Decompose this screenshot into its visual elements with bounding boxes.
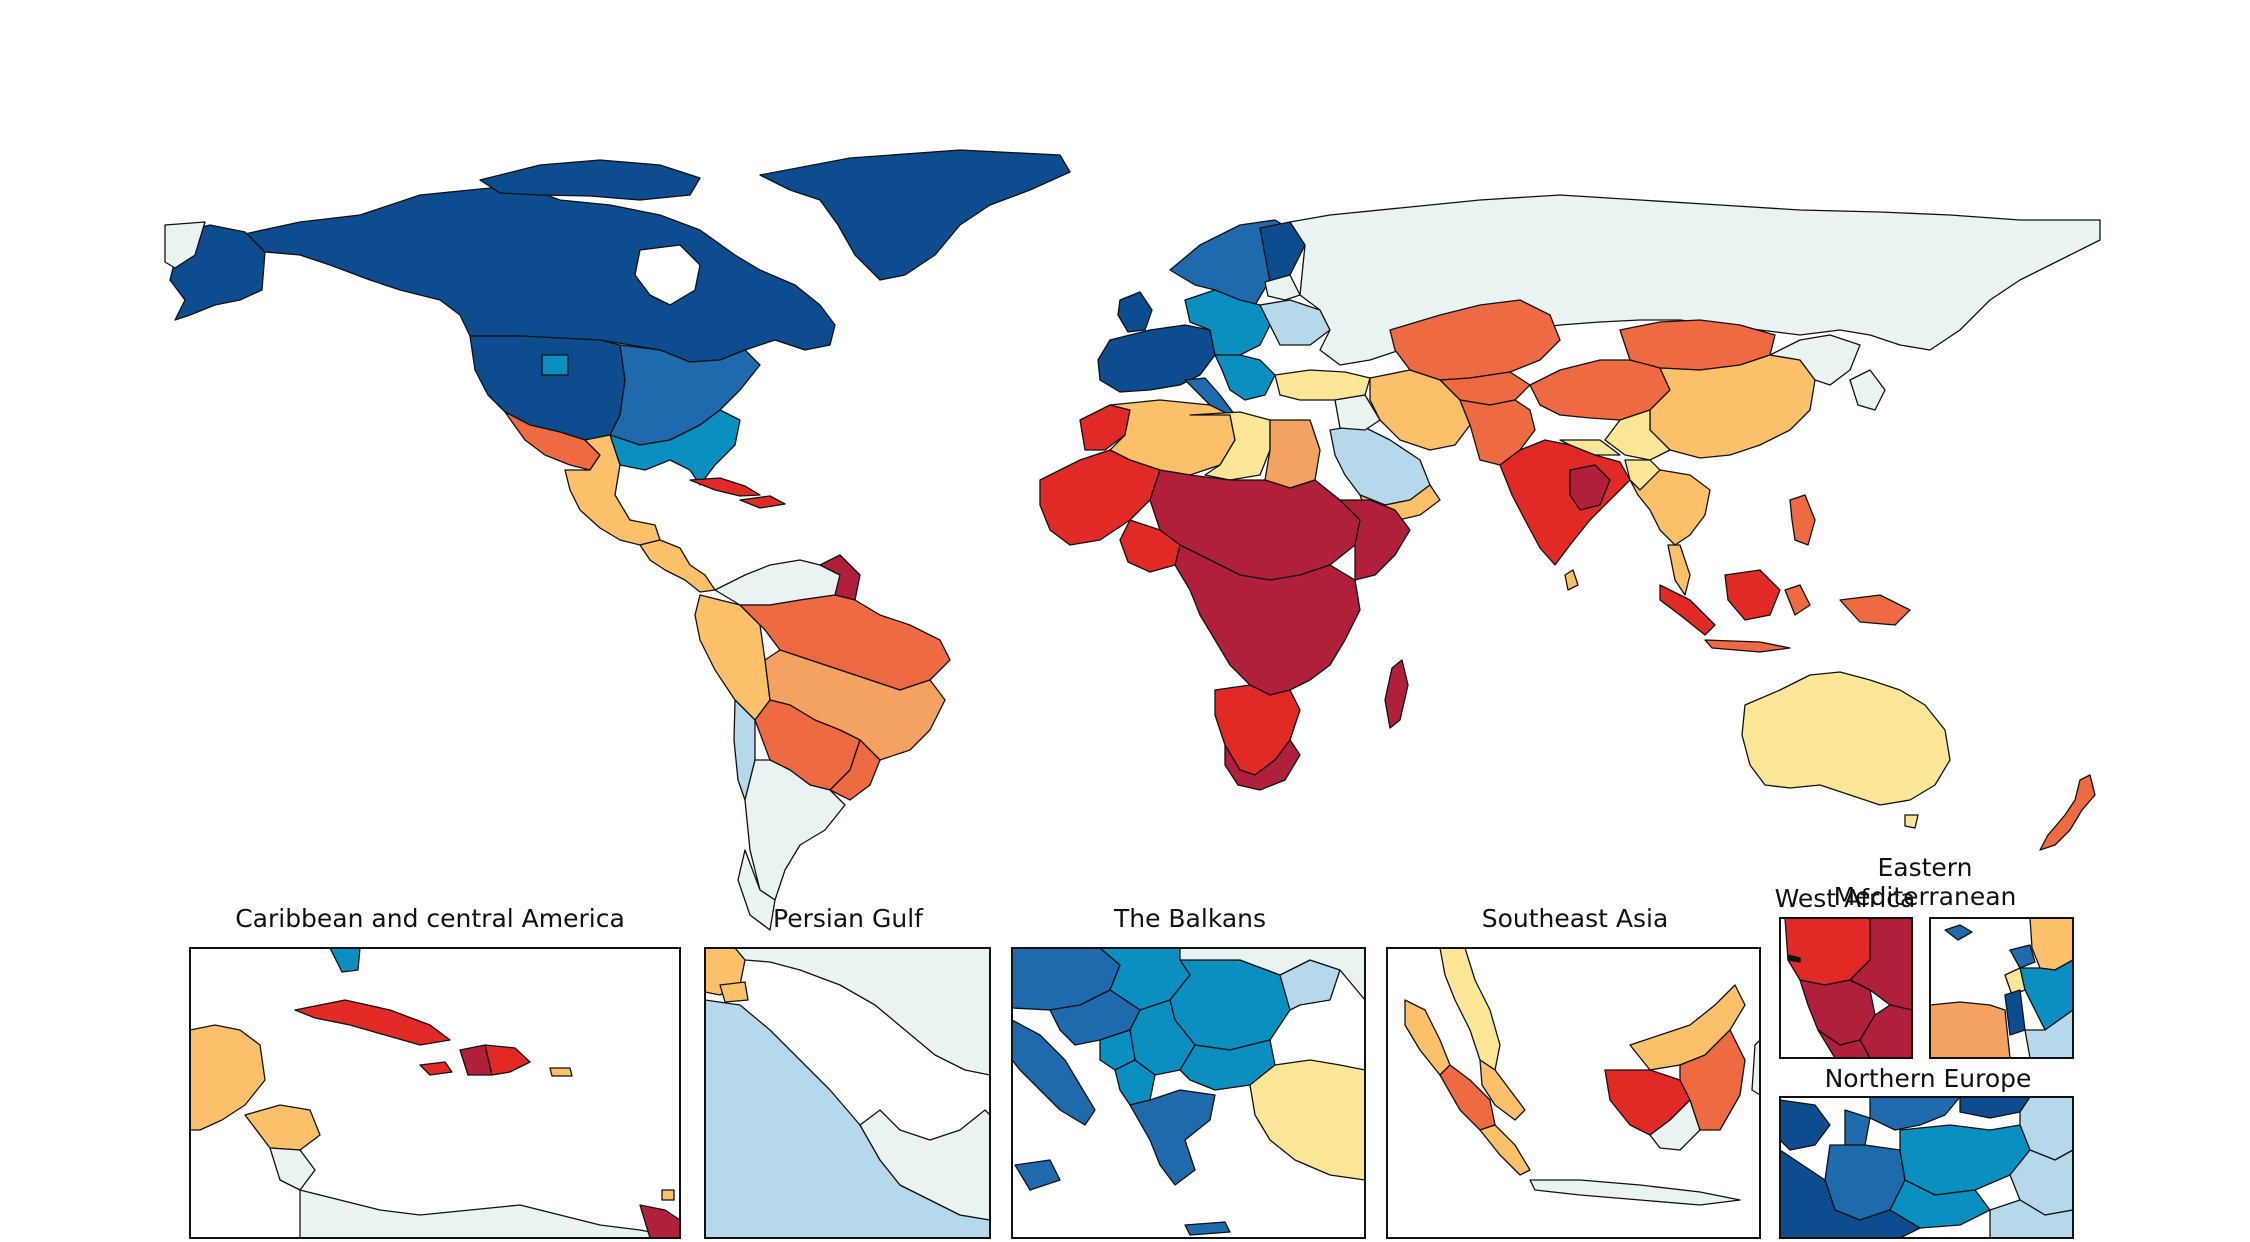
region-nepal bbox=[1559, 439, 1621, 456]
region-arctic-islands bbox=[479, 159, 701, 201]
region-cuba bbox=[689, 477, 761, 497]
region-myanmar bbox=[1624, 459, 1661, 491]
inset-caribbean-mexico bbox=[189, 1024, 266, 1131]
inset-caribbean-dominican-republic bbox=[484, 1044, 531, 1076]
region-central-europe bbox=[1184, 289, 1271, 356]
region-malay-peninsula bbox=[1667, 544, 1691, 596]
inset-sea-borneo-north bbox=[1629, 984, 1746, 1071]
main-map bbox=[164, 149, 2101, 931]
inset-sea-borneo-east bbox=[1679, 1029, 1746, 1131]
inset-caribbean-puerto-rico bbox=[549, 1067, 573, 1077]
inset-em-lebanon bbox=[2009, 944, 2036, 969]
inset-caribbean-nicaragua bbox=[269, 1147, 316, 1191]
inset-eastern-mediterranean: Eastern Mediterranean bbox=[1834, 853, 2074, 1059]
region-southern-brazil bbox=[829, 739, 881, 801]
region-greenland bbox=[759, 149, 1071, 281]
inset-sea-sumatra-central bbox=[1439, 1064, 1496, 1131]
region-turkey bbox=[1274, 369, 1371, 401]
region-china-east bbox=[1604, 409, 1671, 461]
region-mexico-south bbox=[564, 434, 661, 546]
inset-title-caribbean: Caribbean and central America bbox=[235, 904, 625, 933]
region-iraq-syria bbox=[1334, 394, 1381, 431]
region-usa-west bbox=[469, 335, 626, 441]
inset-sea-java bbox=[1529, 1179, 1741, 1206]
inset-caribbean: Caribbean and central America bbox=[189, 904, 681, 1239]
region-usa-south bbox=[609, 409, 741, 486]
region-china-central bbox=[1649, 354, 1816, 459]
region-sulawesi-papua bbox=[1784, 584, 1911, 626]
inset-title-persian-gulf: Persian Gulf bbox=[773, 904, 924, 933]
region-madagascar bbox=[1384, 659, 1409, 729]
inset-caribbean-trinidad bbox=[661, 1189, 675, 1201]
inset-caribbean-cuba bbox=[294, 999, 451, 1046]
region-china-northeast bbox=[1769, 334, 1861, 386]
region-egypt bbox=[1264, 419, 1321, 489]
region-hispaniola bbox=[739, 495, 786, 509]
region-patagonia bbox=[737, 849, 776, 931]
inset-balkans-greece bbox=[1129, 1089, 1216, 1186]
region-korea-japan bbox=[1849, 369, 1886, 411]
region-central-africa-south bbox=[1174, 544, 1361, 696]
region-colorado bbox=[541, 354, 569, 376]
inset-balkans-crete bbox=[1184, 1221, 1231, 1236]
inset-sea-malay-south bbox=[1479, 1059, 1526, 1121]
region-sri-lanka bbox=[1564, 569, 1579, 591]
inset-sea-sumatra-south bbox=[1479, 1124, 1531, 1176]
inset-em-cyprus bbox=[1944, 924, 1973, 941]
region-balkans bbox=[1214, 354, 1276, 401]
inset-wa-gambia bbox=[1787, 954, 1801, 963]
inset-balkans: The Balkans bbox=[1011, 904, 1366, 1239]
inset-northern-europe: Northern Europe bbox=[1779, 1064, 2074, 1239]
inset-em-egypt bbox=[1929, 1001, 2011, 1059]
inset-wa-coast bbox=[1817, 1029, 1871, 1059]
inset-title-southeast-asia: Southeast Asia bbox=[1482, 904, 1669, 933]
inset-persian-gulf: Persian Gulf bbox=[704, 904, 991, 1239]
region-hudson-bay bbox=[634, 244, 701, 306]
region-indochina bbox=[1629, 469, 1711, 546]
region-eastern-europe bbox=[1259, 299, 1331, 346]
region-south-africa bbox=[1224, 739, 1301, 791]
region-philippines bbox=[1789, 494, 1816, 546]
region-afghanistan-pakistan bbox=[1459, 399, 1536, 466]
inset-title-west-africa: West Africa bbox=[1775, 884, 1916, 913]
region-horn-of-africa bbox=[1339, 499, 1411, 581]
region-central-america bbox=[639, 539, 716, 593]
inset-gulf-kuwait bbox=[719, 981, 749, 1003]
region-india bbox=[1499, 439, 1631, 566]
inset-balkans-italy bbox=[1011, 1019, 1096, 1126]
region-nigeria bbox=[1119, 519, 1181, 573]
inset-caribbean-jamaica bbox=[419, 1061, 453, 1076]
region-australia bbox=[1741, 671, 1951, 806]
region-india-east bbox=[1569, 464, 1611, 511]
region-canada bbox=[239, 184, 836, 363]
inset-title-northern-europe: Northern Europe bbox=[1825, 1064, 2032, 1093]
region-tasmania bbox=[1904, 814, 1919, 829]
inset-em-israel bbox=[2004, 967, 2026, 996]
region-uk-ireland bbox=[1117, 291, 1153, 333]
region-sahel-west bbox=[1039, 449, 1161, 546]
region-new-zealand bbox=[2039, 774, 2096, 851]
region-chukotka-west bbox=[164, 221, 206, 269]
region-sumatra bbox=[1659, 584, 1716, 636]
region-java bbox=[1704, 639, 1791, 653]
inset-west-africa: West Africa bbox=[1775, 884, 1916, 1059]
inset-title-balkans: The Balkans bbox=[1113, 904, 1266, 933]
inset-title-eastern-mediterranean: Eastern Mediterranean bbox=[1834, 853, 2017, 911]
region-baltic bbox=[1264, 274, 1301, 301]
region-argentina bbox=[744, 759, 846, 901]
inset-ne-czech bbox=[1889, 1179, 1991, 1229]
region-borneo bbox=[1724, 569, 1781, 621]
inset-southeast-asia: Southeast Asia bbox=[1386, 904, 1761, 1239]
inset-balkans-sicily bbox=[1014, 1159, 1061, 1191]
